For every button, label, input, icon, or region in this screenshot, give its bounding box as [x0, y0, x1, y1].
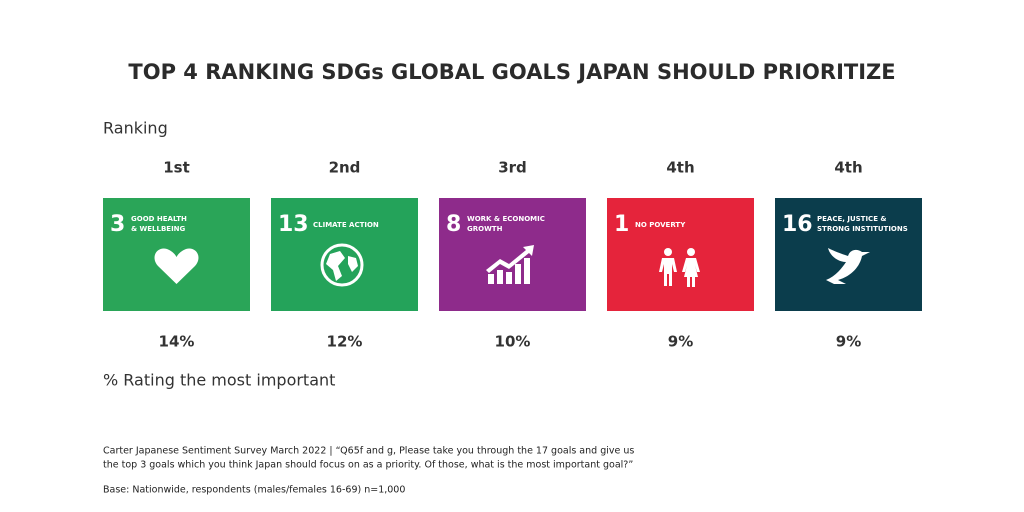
goal-tile: [271, 198, 418, 311]
source-line: Carter Japanese Sentiment Survey March 2…: [103, 446, 634, 457]
rank: 2nd: [329, 159, 361, 177]
dove-icon: [826, 248, 870, 284]
goal-number: 8: [446, 212, 461, 237]
goal-label: CLIMATE ACTION: [313, 221, 379, 229]
share: 12%: [327, 333, 363, 351]
goal-label: NO POVERTY: [635, 221, 686, 229]
goal-number: 3: [110, 212, 125, 237]
base-note: Base: Nationwide, respondents (males/fem…: [103, 485, 405, 496]
goal-tile: [103, 198, 250, 311]
tiles: 3 GOOD HEALTH & WELLBEING 13 CLIMATE ACTION 8…: [103, 198, 922, 311]
ranking-label: Ranking: [103, 119, 168, 138]
rank: 1st: [163, 159, 190, 177]
goal-number: 13: [278, 212, 309, 237]
source-line: the top 3 goals which you think Japan sh…: [103, 460, 633, 471]
people-icon: [659, 248, 700, 287]
globe-icon: [320, 243, 364, 287]
goal-label: STRONG INSTITUTIONS: [817, 225, 908, 233]
goal-number: 16: [782, 212, 813, 237]
share: 14%: [159, 333, 195, 351]
goal-number: 1: [614, 212, 629, 237]
goal-tile: [775, 198, 922, 311]
goal-label: GROWTH: [467, 225, 503, 233]
share: 9%: [668, 333, 693, 351]
goal-label: WORK & ECONOMIC: [467, 215, 545, 223]
growth-icon: [486, 245, 534, 284]
icons: [154, 243, 870, 287]
share-label: % Rating the most important: [103, 371, 335, 390]
globe-land: [326, 251, 358, 281]
rank: 4th: [834, 159, 862, 177]
heart-icon: [154, 248, 199, 284]
title: TOP 4 RANKING SDGs GLOBAL GOALS JAPAN SH…: [128, 60, 895, 84]
goal-label: & WELLBEING: [131, 225, 186, 233]
goal-label: GOOD HEALTH: [131, 215, 187, 223]
rank: 4th: [666, 159, 694, 177]
goal-tile: [607, 198, 754, 311]
share: 9%: [836, 333, 861, 351]
share: 10%: [495, 333, 531, 351]
goal-label: PEACE, JUSTICE &: [817, 215, 887, 223]
goal-tile: [439, 198, 586, 311]
rank: 3rd: [498, 159, 527, 177]
